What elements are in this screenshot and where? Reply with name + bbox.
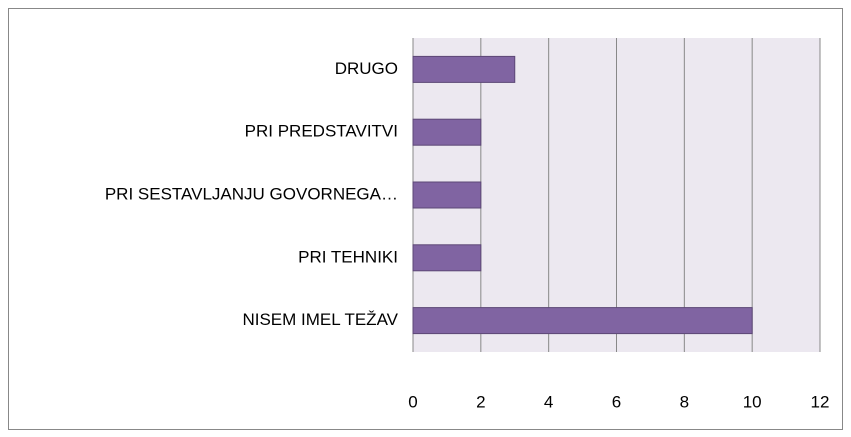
x-tick-label: 8 — [680, 392, 689, 411]
y-tick-label: PRI PREDSTAVITVI — [245, 122, 398, 141]
y-tick-label: NISEM IMEL TEŽAV — [242, 310, 398, 329]
x-tick-label: 12 — [811, 392, 830, 411]
bar — [412, 55, 516, 83]
x-tick-label: 4 — [544, 392, 553, 411]
y-tick-label: PRI SESTAVLJANJU GOVORNEGA… — [105, 184, 398, 203]
x-tick-label: 0 — [408, 392, 417, 411]
bar — [412, 307, 753, 335]
x-tick-label: 10 — [743, 392, 762, 411]
bar — [412, 118, 482, 146]
bar — [412, 244, 482, 272]
bar — [412, 181, 482, 209]
x-tick-label: 2 — [476, 392, 485, 411]
y-tick-label: PRI TEHNIKI — [298, 247, 398, 266]
y-tick-label: DRUGO — [335, 59, 398, 78]
x-tick-label: 6 — [612, 392, 621, 411]
